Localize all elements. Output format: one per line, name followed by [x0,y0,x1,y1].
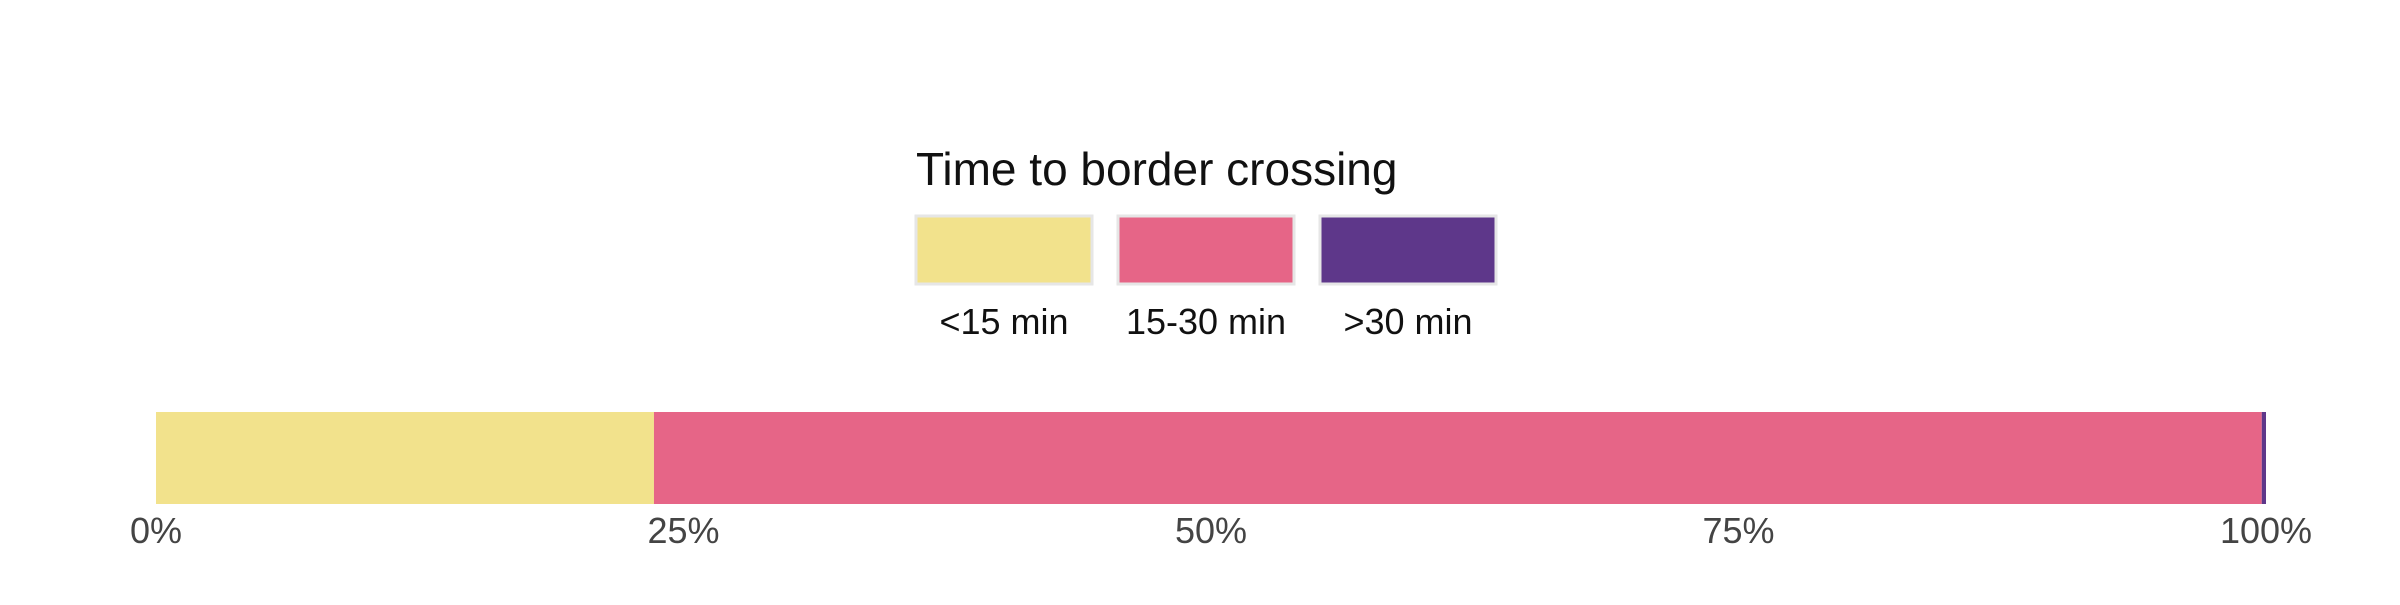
bar-segment-gt-30-min [2261,412,2266,504]
legend-label-gt-30-min: >30 min [1343,301,1472,342]
x-tick-label-0: 0% [130,510,182,551]
legend-swatch-lt-15-min [914,214,1094,286]
x-tick-label-75: 75% [1702,510,1774,551]
legend-swatch-gt-30-min [1318,214,1498,286]
legend-label-15-30-min: 15-30 min [1126,301,1286,342]
legend-label-lt-15-min: <15 min [939,301,1068,342]
bar-segment-lt-15-min [156,412,654,504]
legend-title: Time to border crossing [916,143,1397,195]
x-tick-label-50: 50% [1175,510,1247,551]
legend: <15 min 15-30 min >30 min [914,214,1498,342]
bars [156,412,2266,504]
x-axis-ticks: 0% 25% 50% 75% 100% [130,510,2312,551]
x-tick-label-25: 25% [647,510,719,551]
x-tick-label-100: 100% [2220,510,2312,551]
legend-swatch-15-30-min [1116,214,1296,286]
bar-segment-15-30-min [653,412,2262,504]
